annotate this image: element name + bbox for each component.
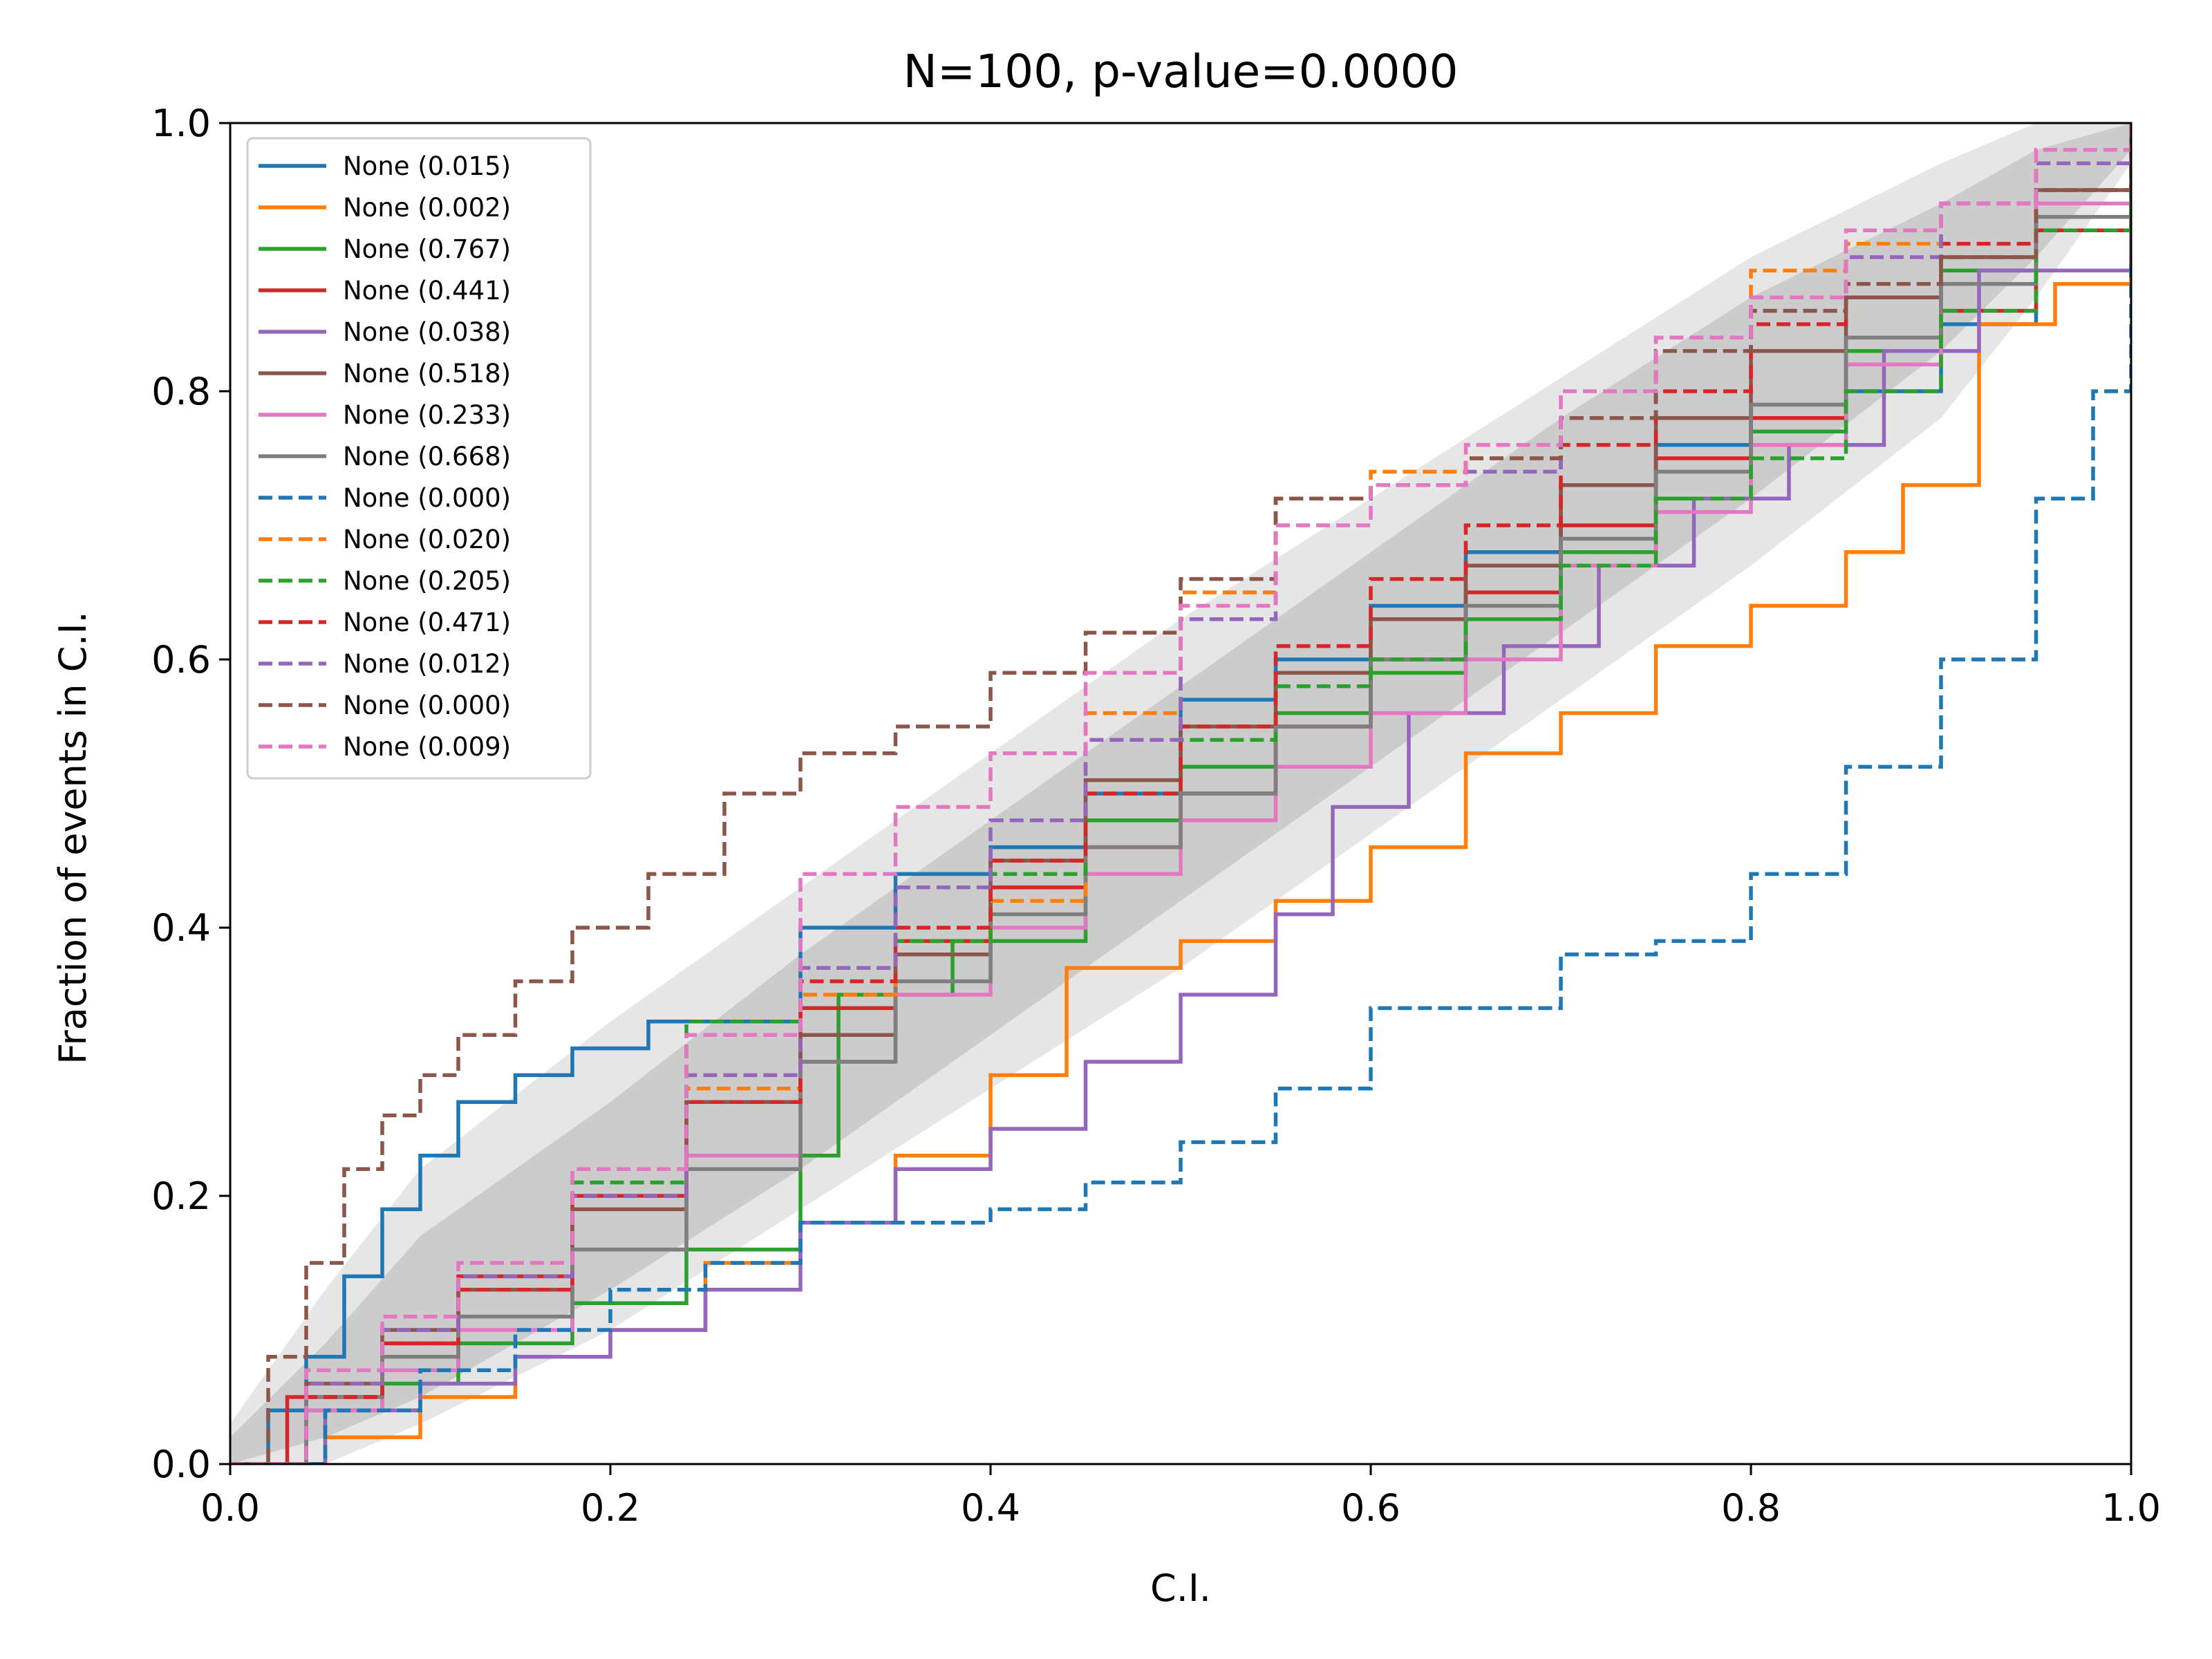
series-line-8 [230,123,2131,1464]
x-tick-label: 0.2 [581,1486,640,1530]
x-tick-label: 0.8 [1721,1486,1781,1530]
plot-content [230,123,2131,1464]
y-axis-label: Fraction of events in C.I. [51,611,95,1064]
legend-label: None (0.205) [343,566,511,596]
legend-label: None (0.038) [343,317,511,347]
y-tick-label: 0.4 [151,906,211,950]
legend-label: None (0.518) [343,359,511,388]
y-tick-label: 0.0 [151,1443,211,1486]
legend-label: None (0.002) [343,193,511,223]
legend-label: None (0.471) [343,608,511,637]
legend-label: None (0.767) [343,234,511,264]
plot-area: 0.0 0.2 0.4 0.6 0.8 1.0 0.0 0.2 0.4 0.6 0.8 1.0 None… [151,102,2161,1530]
legend-label: None (0.441) [343,276,511,306]
legend-label: None (0.012) [343,649,511,679]
x-tick-label: 0.0 [200,1486,260,1530]
chart-title: N=100, p-value=0.0000 [903,45,1458,98]
y-tick-label: 0.6 [151,638,211,682]
series-line-15 [230,123,2131,1464]
legend-label: None (0.009) [343,732,511,762]
series-line-9 [230,257,2131,1464]
legend-label: None (0.000) [343,483,511,513]
y-tick-label: 0.2 [151,1174,211,1218]
y-tick-label: 0.8 [151,370,211,413]
legend-label: None (0.668) [343,442,511,471]
legend-label: None (0.015) [343,151,511,181]
x-axis-label: C.I. [1150,1566,1211,1610]
plot-frame [229,122,2133,1465]
x-tick-label: 0.4 [961,1486,1020,1530]
legend: None (0.015) None (0.002) None (0.767) None… [246,137,592,780]
series-line-14 [230,123,2131,1464]
series-line-5 [230,123,2131,1464]
legend-label: None (0.233) [343,400,511,430]
x-tick-label: 0.6 [1341,1486,1400,1530]
legend-label: None (0.000) [343,691,511,720]
x-tick-label: 1.0 [2101,1486,2161,1530]
y-tick-label: 1.0 [151,102,211,145]
legend-label: None (0.020) [343,525,511,554]
legend-box [246,137,592,780]
